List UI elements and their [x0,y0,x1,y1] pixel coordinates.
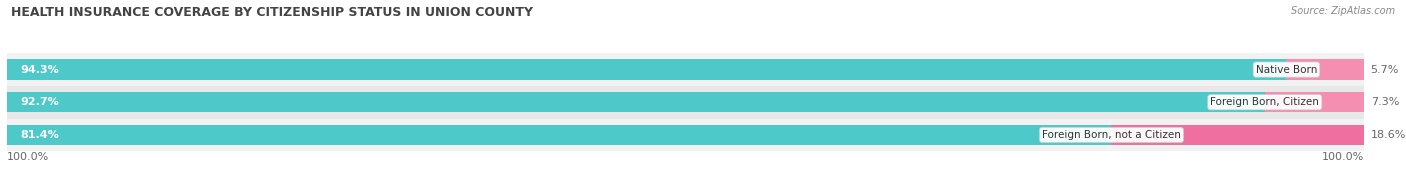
Text: 18.6%: 18.6% [1371,130,1406,140]
Text: Foreign Born, not a Citizen: Foreign Born, not a Citizen [1042,130,1181,140]
Text: 81.4%: 81.4% [21,130,59,140]
Bar [7,59,1286,80]
Bar [1112,125,1364,145]
Text: 7.3%: 7.3% [1371,97,1399,107]
Bar [1286,59,1364,80]
Text: 94.3%: 94.3% [21,64,59,75]
Bar [1265,92,1364,112]
Text: Native Born: Native Born [1256,64,1317,75]
Text: 100.0%: 100.0% [7,152,49,162]
Text: Source: ZipAtlas.com: Source: ZipAtlas.com [1291,6,1395,16]
Text: HEALTH INSURANCE COVERAGE BY CITIZENSHIP STATUS IN UNION COUNTY: HEALTH INSURANCE COVERAGE BY CITIZENSHIP… [11,6,533,19]
Text: Foreign Born, Citizen: Foreign Born, Citizen [1211,97,1319,107]
Bar [7,86,1364,119]
Text: 100.0%: 100.0% [1322,152,1364,162]
Bar [7,53,1364,86]
Text: 5.7%: 5.7% [1371,64,1399,75]
Text: 92.7%: 92.7% [21,97,59,107]
Bar [7,119,1364,151]
Bar [7,125,1112,145]
Bar [7,92,1265,112]
